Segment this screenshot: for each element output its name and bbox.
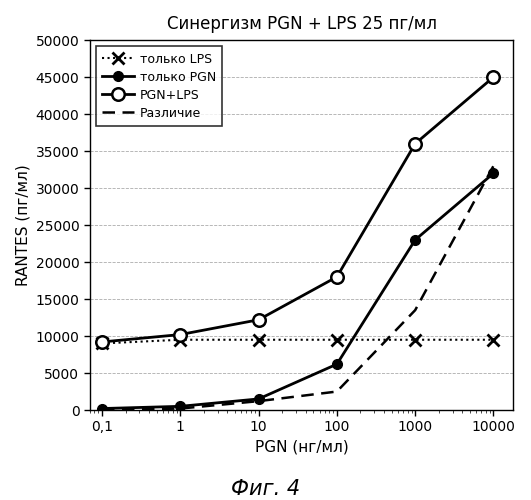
только PGN: [99, 406, 105, 411]
только LPS: [412, 336, 418, 342]
Различие: [177, 406, 184, 411]
Title: Синергизм PGN + LPS 25 пг/мл: Синергизм PGN + LPS 25 пг/мл: [167, 15, 436, 33]
Различие: [255, 398, 262, 404]
X-axis label: PGN (нг/мл): PGN (нг/мл): [255, 440, 348, 455]
Text: Фиг. 4: Фиг. 4: [231, 479, 300, 499]
Line: PGN+LPS: PGN+LPS: [96, 71, 500, 348]
Различие: [490, 163, 496, 169]
только LPS: [177, 336, 184, 342]
только LPS: [490, 336, 496, 342]
Line: Различие: Различие: [102, 166, 493, 410]
Различие: [333, 388, 340, 394]
PGN+LPS: [412, 140, 418, 146]
Line: только PGN: только PGN: [97, 168, 499, 414]
Legend: только LPS, только PGN, PGN+LPS, Различие: только LPS, только PGN, PGN+LPS, Различи…: [96, 46, 222, 126]
только PGN: [412, 237, 418, 243]
Различие: [412, 307, 418, 313]
только LPS: [99, 340, 105, 346]
только PGN: [490, 170, 496, 176]
PGN+LPS: [255, 317, 262, 323]
только LPS: [255, 336, 262, 342]
Line: только LPS: только LPS: [96, 334, 500, 349]
PGN+LPS: [99, 339, 105, 345]
Y-axis label: RANTES (пг/мл): RANTES (пг/мл): [15, 164, 30, 286]
только PGN: [333, 361, 340, 367]
только LPS: [333, 336, 340, 342]
только PGN: [177, 404, 184, 409]
PGN+LPS: [333, 274, 340, 280]
PGN+LPS: [177, 332, 184, 338]
Различие: [99, 407, 105, 413]
PGN+LPS: [490, 74, 496, 80]
только PGN: [255, 396, 262, 402]
